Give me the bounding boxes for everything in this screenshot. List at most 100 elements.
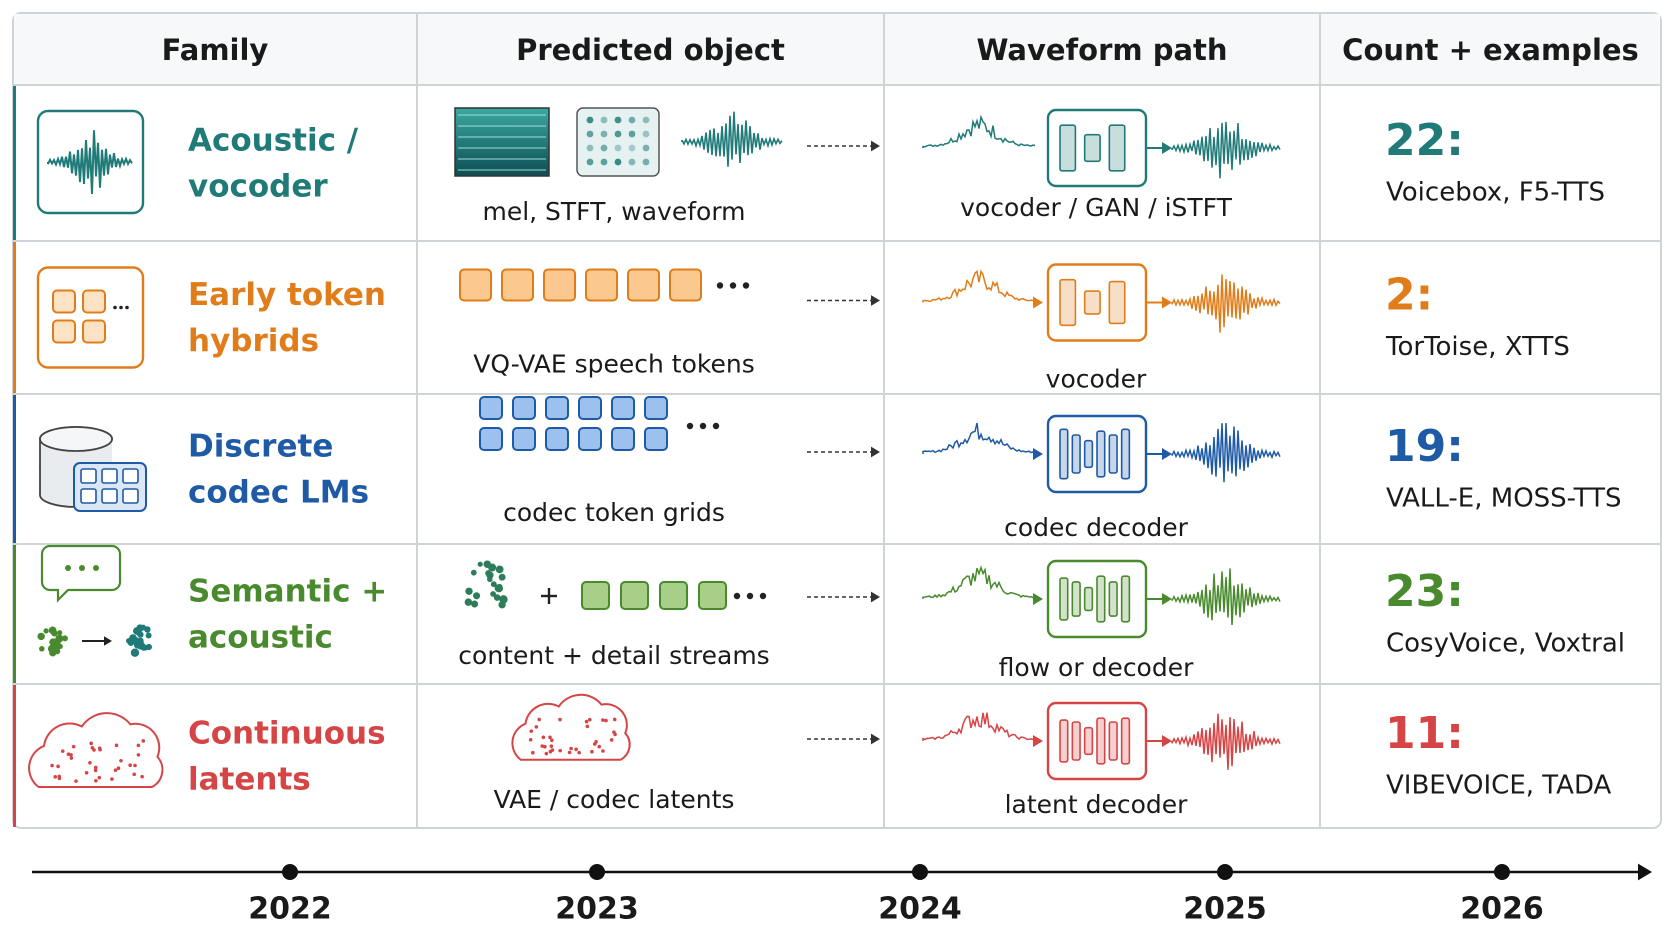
column-header: Waveform path <box>976 33 1227 67</box>
dot-icon <box>141 739 146 743</box>
dot-icon <box>548 735 552 740</box>
decoder-bar <box>1096 717 1106 765</box>
path-label: latent decoder <box>1005 790 1189 819</box>
token-icon <box>512 396 536 420</box>
object-label: VAE / codec latents <box>494 785 735 814</box>
arrow-head <box>1162 593 1172 605</box>
examples-label: VIBEVOICE, TADA <box>1386 771 1612 801</box>
dot-icon <box>549 744 554 748</box>
object-label: mel, STFT, waveform <box>482 197 745 226</box>
dot-icon <box>57 776 62 781</box>
path-label: flow or decoder <box>999 653 1194 682</box>
db-icon <box>39 426 113 452</box>
count-label: 11: <box>1385 708 1464 759</box>
token-icon <box>80 468 97 484</box>
decoder-bar <box>1083 439 1094 469</box>
token-icon <box>82 289 106 314</box>
dot-icon <box>133 763 137 768</box>
grid-dot <box>628 158 636 166</box>
token-icon <box>545 396 569 420</box>
token-icon <box>122 468 139 484</box>
token-icon <box>611 396 635 420</box>
dot-icon <box>66 752 71 756</box>
arrow-head <box>871 591 880 603</box>
family-label: Discrete <box>188 429 333 465</box>
dot-icon <box>541 735 546 740</box>
decoder-bar <box>1071 721 1081 761</box>
arrow-head <box>1033 448 1043 460</box>
dot-icon <box>529 729 534 733</box>
dot-icon <box>612 717 617 722</box>
year-label: 2026 <box>1460 892 1544 927</box>
count-label: 2: <box>1385 270 1433 321</box>
dot-icon <box>574 747 578 752</box>
examples-label: CosyVoice, Voxtral <box>1386 629 1625 659</box>
waveform-icon <box>922 422 1036 454</box>
dot-icon <box>50 763 54 768</box>
grid-dot <box>586 130 594 138</box>
decoder-bar <box>1108 721 1118 761</box>
arrow-head <box>1162 296 1172 309</box>
grid-dot <box>600 158 608 166</box>
token-icon <box>101 488 118 504</box>
row-accent <box>13 86 16 240</box>
dot-icon <box>473 592 481 600</box>
arrow-head <box>871 446 880 458</box>
column-header: Count + examples <box>1342 33 1639 67</box>
waveform-icon <box>47 130 133 194</box>
dot-icon <box>114 743 119 748</box>
dot-icon <box>145 643 153 651</box>
bubble-dot <box>93 565 99 571</box>
dot-icon <box>132 772 137 777</box>
decoder-bar <box>1108 280 1126 325</box>
arrow-head <box>104 636 112 646</box>
token-icon <box>52 319 76 344</box>
family-label: Continuous <box>188 716 386 752</box>
ellipsis-dot <box>113 305 117 310</box>
cloud-icon <box>511 693 631 761</box>
dot-icon <box>133 628 139 634</box>
grid-dot <box>600 116 608 124</box>
row-accent <box>13 685 16 827</box>
dot-icon <box>136 743 141 748</box>
path-label: vocoder / GAN / iSTFT <box>960 193 1232 222</box>
dot-icon <box>585 724 590 729</box>
dot-icon <box>138 641 145 648</box>
token-icon <box>581 581 610 610</box>
ellipsis-dot <box>729 282 737 289</box>
dot-icon <box>548 749 553 754</box>
token-icon <box>578 396 602 420</box>
token-icon <box>52 289 76 314</box>
dot-icon <box>587 717 592 722</box>
object-label: content + detail streams <box>458 641 769 670</box>
timeline-dot <box>1494 864 1510 880</box>
ellipsis-dot <box>746 592 754 600</box>
dot-icon <box>92 748 96 752</box>
year-label: 2024 <box>878 892 962 927</box>
dot-icon <box>57 630 63 636</box>
dot-icon <box>51 629 58 637</box>
object-label: codec token grids <box>503 498 725 527</box>
column-header: Family <box>162 33 269 67</box>
grid-dot <box>642 116 650 124</box>
waveform-icon <box>922 114 1036 148</box>
token-icon <box>479 396 503 420</box>
decoder-bar <box>1083 133 1101 163</box>
waveform-icon <box>1171 422 1281 483</box>
decoder-bar <box>1071 434 1081 474</box>
dot-icon <box>74 779 78 783</box>
dot-icon <box>487 576 493 583</box>
dot-icon <box>97 746 102 751</box>
spectrogram-icon <box>454 107 550 177</box>
dot-icon <box>495 565 504 574</box>
ellipsis-dot <box>119 305 123 310</box>
decoder-bar <box>1096 430 1106 478</box>
ellipsis-dot <box>712 422 720 430</box>
dot-icon <box>592 742 597 746</box>
timeline-dot <box>589 864 605 880</box>
object-label: VQ-VAE speech tokens <box>473 350 755 379</box>
waveform-icon <box>1171 121 1281 179</box>
token-icon <box>543 268 576 302</box>
dot-icon <box>47 644 57 653</box>
